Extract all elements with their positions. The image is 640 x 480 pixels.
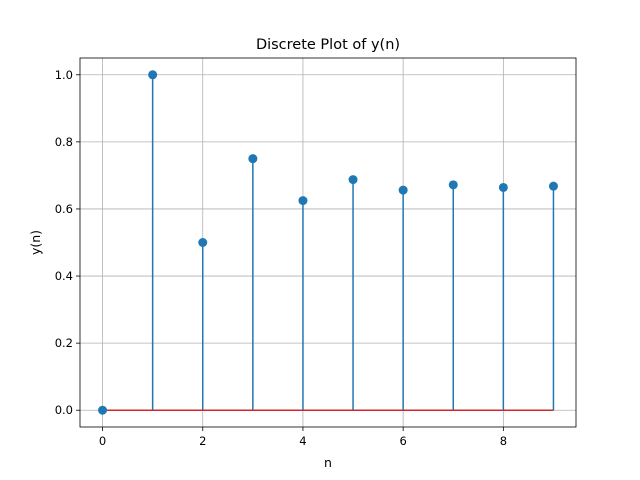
stem-marker-2: [198, 238, 208, 247]
y-tick-label-3: 0.6: [55, 202, 73, 216]
y-tick-label-4: 0.8: [55, 135, 73, 149]
stem-marker-8: [498, 182, 508, 192]
x-tick-label-1: 2: [199, 434, 206, 448]
stem-marker-1: [148, 70, 158, 80]
markers: [98, 70, 558, 415]
y-tick-label-2: 0.4: [55, 269, 73, 283]
x-axis-label: n: [324, 455, 332, 470]
x-tick-label-3: 6: [399, 434, 406, 448]
plot-frame: [79, 57, 577, 428]
stem-marker-4: [298, 196, 308, 206]
x-tick-label-4: 8: [500, 434, 507, 448]
y-tick-label-0: 0.0: [55, 403, 73, 417]
stem-marker-6: [398, 185, 408, 195]
stem-marker-3: [248, 154, 258, 164]
stems: [151, 74, 555, 411]
x-axis-ticks: 0 2 4 6 8: [99, 427, 507, 448]
y-tick-label-1: 0.2: [55, 336, 73, 350]
chart-title: Discrete Plot of y(n): [256, 37, 400, 53]
stem-marker-7: [448, 180, 458, 190]
x-tick-label-2: 4: [299, 434, 306, 448]
x-tick-label-0: 0: [99, 434, 106, 448]
y-axis-ticks: 0.0 0.2 0.4 0.6 0.8 1.0: [55, 68, 80, 417]
y-axis-label: y(n): [28, 230, 43, 255]
y-tick-label-5: 1.0: [55, 68, 73, 82]
stem-marker-0: [98, 405, 108, 415]
stem-marker-5: [348, 175, 358, 185]
stem-marker-9: [548, 181, 558, 191]
